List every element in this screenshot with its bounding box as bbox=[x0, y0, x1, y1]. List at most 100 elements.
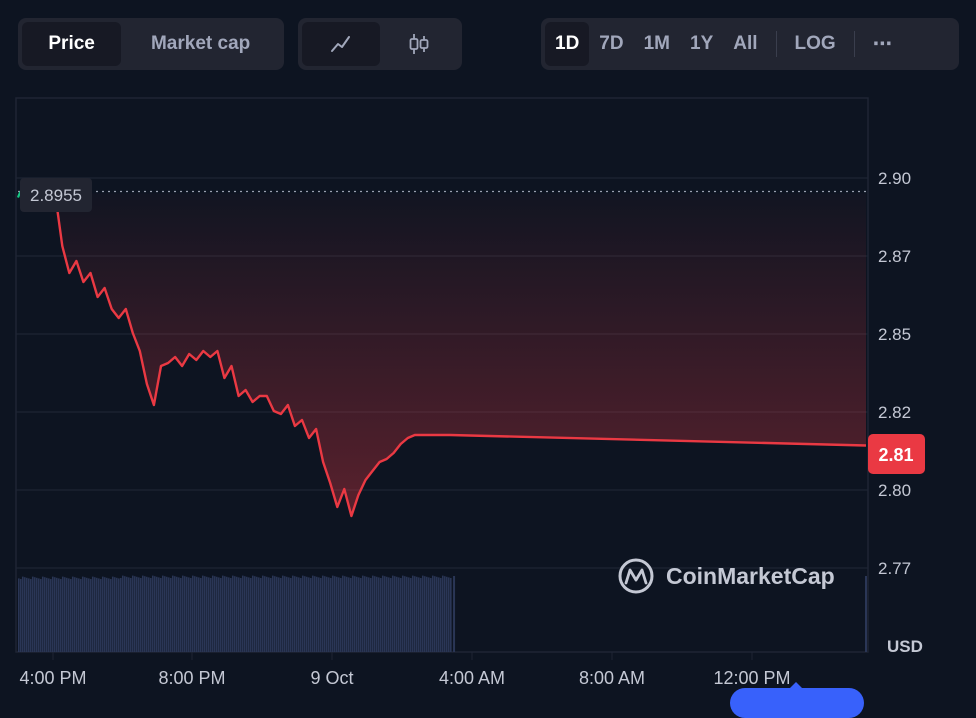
range-1d-button[interactable]: 1D bbox=[545, 22, 590, 66]
volume-bar bbox=[292, 575, 294, 652]
volume-bar bbox=[416, 576, 418, 652]
volume-bar bbox=[24, 577, 26, 652]
volume-bar bbox=[392, 575, 394, 652]
volume-bar bbox=[364, 576, 366, 652]
log-scale-button[interactable]: LOG bbox=[794, 33, 836, 54]
volume-bar bbox=[40, 579, 42, 652]
range-1y-button[interactable]: 1Y bbox=[690, 33, 714, 54]
volume-bar bbox=[172, 575, 174, 652]
volume-bar bbox=[82, 576, 84, 652]
volume-bar bbox=[212, 575, 214, 652]
y-tick-label: 2.87 bbox=[878, 247, 911, 266]
volume-bar bbox=[196, 576, 198, 652]
volume-bar bbox=[200, 578, 202, 652]
volume-bar bbox=[354, 576, 356, 652]
volume-bar bbox=[338, 577, 340, 652]
volume-bar bbox=[258, 577, 260, 652]
volume-bar bbox=[378, 577, 380, 652]
volume-bar bbox=[102, 576, 104, 652]
x-tick-label: 8:00 PM bbox=[158, 668, 225, 688]
volume-bar bbox=[304, 576, 306, 652]
volume-bar bbox=[224, 576, 226, 652]
volume-bar bbox=[210, 578, 212, 652]
volume-bar bbox=[180, 578, 182, 652]
volume-bar bbox=[104, 577, 106, 652]
volume-bar bbox=[20, 579, 22, 652]
range-7d-button[interactable]: 7D bbox=[599, 33, 624, 54]
volume-bar bbox=[348, 577, 350, 652]
volume-bar bbox=[98, 578, 100, 652]
volume-bar bbox=[262, 575, 264, 652]
x-tick-label: 9 Oct bbox=[310, 668, 353, 688]
volume-bar bbox=[118, 578, 120, 652]
volume-bar bbox=[402, 575, 404, 652]
volume-bar bbox=[72, 576, 74, 652]
volume-bar bbox=[214, 576, 216, 652]
volume-bar bbox=[430, 578, 432, 652]
volume-bar bbox=[328, 577, 330, 652]
volume-bar bbox=[336, 576, 338, 652]
volume-bar bbox=[86, 577, 88, 652]
volume-bar bbox=[130, 578, 132, 652]
volume-bar bbox=[26, 577, 28, 652]
line-chart-button[interactable] bbox=[302, 22, 380, 66]
volume-bar bbox=[326, 576, 328, 652]
volume-bar bbox=[204, 576, 206, 652]
more-options-button[interactable]: ⋯ bbox=[872, 33, 892, 55]
range-all-button[interactable]: All bbox=[733, 33, 758, 54]
price-tab[interactable]: Price bbox=[22, 22, 122, 66]
volume-bar bbox=[298, 577, 300, 652]
volume-bar bbox=[380, 578, 382, 652]
volume-bar bbox=[246, 576, 248, 652]
volume-bar bbox=[232, 575, 234, 652]
volume-bar bbox=[108, 578, 110, 652]
volume-bar bbox=[330, 578, 332, 652]
price-chart[interactable]: CoinMarketCap 2.90 2.87 2.85 2.82 2.80 2.77 4… bbox=[0, 0, 976, 700]
volume-bar bbox=[386, 576, 388, 652]
volume-bar bbox=[252, 575, 254, 652]
candlestick-icon bbox=[409, 34, 429, 54]
volume-bar bbox=[448, 577, 450, 652]
volume-bar bbox=[266, 576, 268, 652]
time-cursor-pill[interactable] bbox=[730, 688, 864, 718]
volume-bar bbox=[362, 575, 364, 652]
volume-bar bbox=[294, 576, 296, 652]
volume-bar bbox=[70, 579, 72, 652]
volume-bar bbox=[18, 578, 20, 652]
volume-bar bbox=[442, 575, 444, 652]
volume-bar bbox=[314, 576, 316, 652]
volume-bar bbox=[194, 576, 196, 652]
volume-bar bbox=[408, 577, 410, 652]
volume-bar bbox=[140, 578, 142, 652]
volume-bar bbox=[372, 575, 374, 652]
volume-bar bbox=[186, 576, 188, 652]
volume-bar bbox=[110, 579, 112, 652]
volume-bar bbox=[136, 576, 138, 652]
volume-bar bbox=[174, 576, 176, 652]
volume-bar bbox=[146, 576, 148, 652]
volume-bar bbox=[154, 576, 156, 652]
time-range-selector: 1D 7D 1M 1Y All LOG ⋯ bbox=[541, 18, 959, 70]
volume-bar bbox=[94, 577, 96, 652]
volume-bar bbox=[76, 577, 78, 652]
range-1m-button[interactable]: 1M bbox=[643, 33, 670, 54]
volume-bar bbox=[432, 575, 434, 652]
volume-bar bbox=[248, 577, 250, 652]
volume-bar bbox=[356, 576, 358, 652]
volume-bar bbox=[414, 576, 416, 652]
market-cap-tab[interactable]: Market cap bbox=[150, 33, 251, 54]
volume-bar bbox=[64, 577, 66, 652]
volume-bar bbox=[202, 575, 204, 652]
volume-bar bbox=[84, 577, 86, 652]
volume-bar bbox=[62, 576, 64, 652]
price-line bbox=[19, 190, 867, 518]
volume-bar bbox=[36, 577, 38, 652]
volume-bar bbox=[238, 577, 240, 652]
volume-bar bbox=[434, 576, 436, 652]
volume-bar bbox=[150, 578, 152, 652]
candlestick-button[interactable] bbox=[380, 22, 458, 66]
volume-bar bbox=[250, 578, 252, 652]
volume-bar bbox=[162, 575, 164, 652]
volume-bar bbox=[384, 576, 386, 652]
volume-bar bbox=[260, 578, 262, 652]
